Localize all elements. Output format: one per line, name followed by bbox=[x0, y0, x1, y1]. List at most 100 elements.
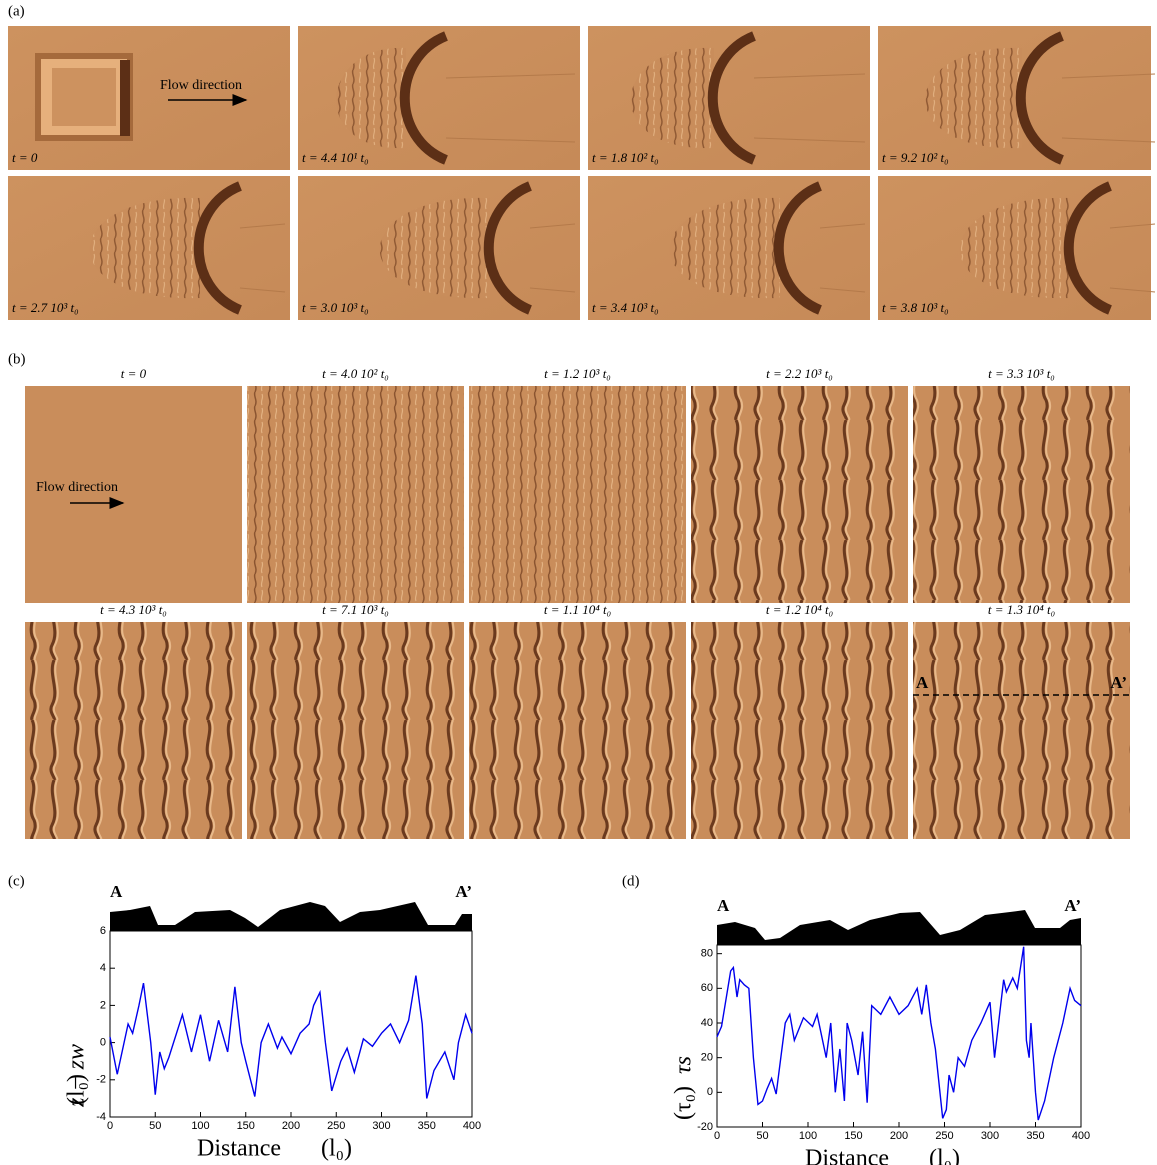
time-label: t = 7.1 10³ t₀ bbox=[322, 602, 389, 617]
sand-bed bbox=[691, 386, 908, 603]
time-label: t = 4.0 10² t₀ bbox=[322, 366, 389, 381]
figure: (a) (b) (c) (d) Flow direction t = 0 t = 4… bbox=[0, 0, 1157, 1165]
sand-bed bbox=[691, 622, 908, 839]
time-label: t = 0 bbox=[12, 150, 38, 165]
section-start: A bbox=[916, 673, 929, 692]
x-tick-label: 150 bbox=[237, 1120, 255, 1132]
y-tick-label: 2 bbox=[100, 999, 106, 1011]
sand-bed bbox=[469, 386, 686, 603]
x-tick-label: 350 bbox=[1026, 1130, 1044, 1142]
sand-block-top bbox=[52, 68, 116, 126]
image-tile: t = 4.3 10³ t₀ bbox=[25, 602, 242, 839]
y-tick-label: 20 bbox=[701, 1052, 713, 1064]
section-end: A’ bbox=[455, 882, 472, 901]
time-label: t = 3.3 10³ t₀ bbox=[988, 366, 1055, 381]
sand-bed bbox=[913, 622, 1130, 839]
x-axis-unit: (l₀) bbox=[321, 1136, 352, 1162]
x-tick-label: 400 bbox=[1072, 1130, 1090, 1142]
y-tick-label: 0 bbox=[100, 1037, 106, 1049]
x-tick-label: 250 bbox=[327, 1120, 345, 1132]
time-label: t = 1.2 10⁴ t₀ bbox=[766, 602, 833, 617]
section-end: A’ bbox=[1064, 896, 1081, 915]
time-label: t = 2.2 10³ t₀ bbox=[766, 366, 833, 381]
image-tile: t = 3.3 10³ t₀ bbox=[913, 366, 1130, 603]
image-tile: t = 1.8 10² t₀ bbox=[588, 26, 870, 170]
x-tick-label: 300 bbox=[372, 1120, 390, 1132]
x-tick-label: 350 bbox=[418, 1120, 436, 1132]
y-tick-label: 6 bbox=[100, 925, 106, 937]
image-tile: t = 3.0 10³ t₀ bbox=[298, 176, 580, 320]
y-tick-label: -2 bbox=[96, 1074, 106, 1086]
image-tile: t = 1.2 10³ t₀ bbox=[469, 366, 686, 603]
time-label: t = 9.2 10² t₀ bbox=[882, 150, 949, 165]
panel-label: (d) bbox=[622, 873, 640, 889]
sand-bed bbox=[25, 622, 242, 839]
y-tick-label: 40 bbox=[701, 1017, 713, 1029]
panel-label: (b) bbox=[8, 351, 26, 367]
image-tile: t = 4.0 10² t₀ bbox=[247, 366, 464, 603]
y-tick-label: -4 bbox=[96, 1111, 106, 1123]
image-tile: t = 1.2 10⁴ t₀ bbox=[691, 602, 908, 839]
y-tick-label: -20 bbox=[697, 1121, 713, 1133]
image-tile: t = 1.1 10⁴ t₀ bbox=[469, 602, 686, 839]
y-axis-unit: (l₀) bbox=[64, 1074, 90, 1105]
image-tile: t = 3.8 10³ t₀ bbox=[878, 176, 1155, 320]
x-tick-label: 250 bbox=[935, 1130, 953, 1142]
image-tile: t = 9.2 10² t₀ bbox=[878, 26, 1155, 170]
y-axis-label: τs bbox=[671, 1056, 697, 1074]
time-label: t = 1.1 10⁴ t₀ bbox=[544, 602, 611, 617]
y-tick-label: 0 bbox=[707, 1086, 713, 1098]
y-axis-unit: (τ₀) bbox=[671, 1086, 697, 1120]
y-tick-label: 80 bbox=[701, 948, 713, 960]
image-tile: t = 0 Flow direction bbox=[25, 366, 242, 603]
x-tick-label: 300 bbox=[981, 1130, 999, 1142]
x-tick-label: 200 bbox=[282, 1120, 300, 1132]
plot-frame bbox=[110, 931, 472, 1117]
image-tile: t = 4.4 10¹ t₀ bbox=[298, 26, 580, 170]
x-tick-label: 150 bbox=[844, 1130, 862, 1142]
x-tick-label: 100 bbox=[799, 1130, 817, 1142]
time-label: t = 1.2 10³ t₀ bbox=[544, 366, 611, 381]
section-end: A’ bbox=[1110, 673, 1127, 692]
x-axis-label: Distance bbox=[805, 1146, 889, 1165]
x-axis-label: Distance bbox=[197, 1136, 281, 1162]
x-tick-label: 0 bbox=[107, 1120, 113, 1132]
time-label: t = 2.7 10³ t₀ bbox=[12, 300, 79, 315]
sand-bed bbox=[913, 386, 1130, 603]
flow-label: Flow direction bbox=[36, 480, 118, 495]
image-tile: t = 7.1 10³ t₀ bbox=[247, 602, 464, 839]
topography-profile bbox=[110, 902, 472, 931]
y-tick-label: 4 bbox=[100, 962, 106, 974]
slip-face bbox=[120, 60, 130, 136]
image-tile: t = 1.3 10⁴ t₀ A A’ bbox=[913, 602, 1130, 839]
time-label: t = 4.4 10¹ t₀ bbox=[302, 150, 369, 165]
time-label: t = 4.3 10³ t₀ bbox=[100, 602, 167, 617]
x-tick-label: 0 bbox=[714, 1130, 720, 1142]
x-axis-unit: (l₀) bbox=[929, 1146, 960, 1165]
y-tick-label: 60 bbox=[701, 982, 713, 994]
image-tile: t = 2.2 10³ t₀ bbox=[691, 366, 908, 603]
x-tick-label: 200 bbox=[890, 1130, 908, 1142]
time-label: t = 1.3 10⁴ t₀ bbox=[988, 602, 1055, 617]
time-label: t = 3.4 10³ t₀ bbox=[592, 300, 659, 315]
time-label: t = 1.8 10² t₀ bbox=[592, 150, 659, 165]
panel-label: (a) bbox=[8, 3, 25, 19]
sand-bed bbox=[247, 622, 464, 839]
image-panels: Flow direction t = 0 t = 4.4 10¹ t₀ t = 1.8… bbox=[8, 26, 1155, 839]
sand-bed bbox=[469, 622, 686, 839]
image-tile: t = 3.4 10³ t₀ bbox=[588, 176, 870, 320]
section-start: A bbox=[110, 882, 123, 901]
image-tile: t = 2.7 10³ t₀ bbox=[8, 176, 290, 320]
time-label: t = 3.0 10³ t₀ bbox=[302, 300, 369, 315]
time-label: t = 3.8 10³ t₀ bbox=[882, 300, 949, 315]
sand-bed bbox=[247, 386, 464, 603]
x-tick-label: 50 bbox=[756, 1130, 768, 1142]
time-label: t = 0 bbox=[121, 366, 147, 381]
x-tick-label: 100 bbox=[191, 1120, 209, 1132]
section-start: A bbox=[717, 896, 730, 915]
flow-label: Flow direction bbox=[160, 78, 242, 93]
topography-profile bbox=[717, 910, 1081, 945]
x-tick-label: 50 bbox=[149, 1120, 161, 1132]
panel-label: (c) bbox=[8, 873, 25, 889]
x-tick-label: 400 bbox=[463, 1120, 481, 1132]
